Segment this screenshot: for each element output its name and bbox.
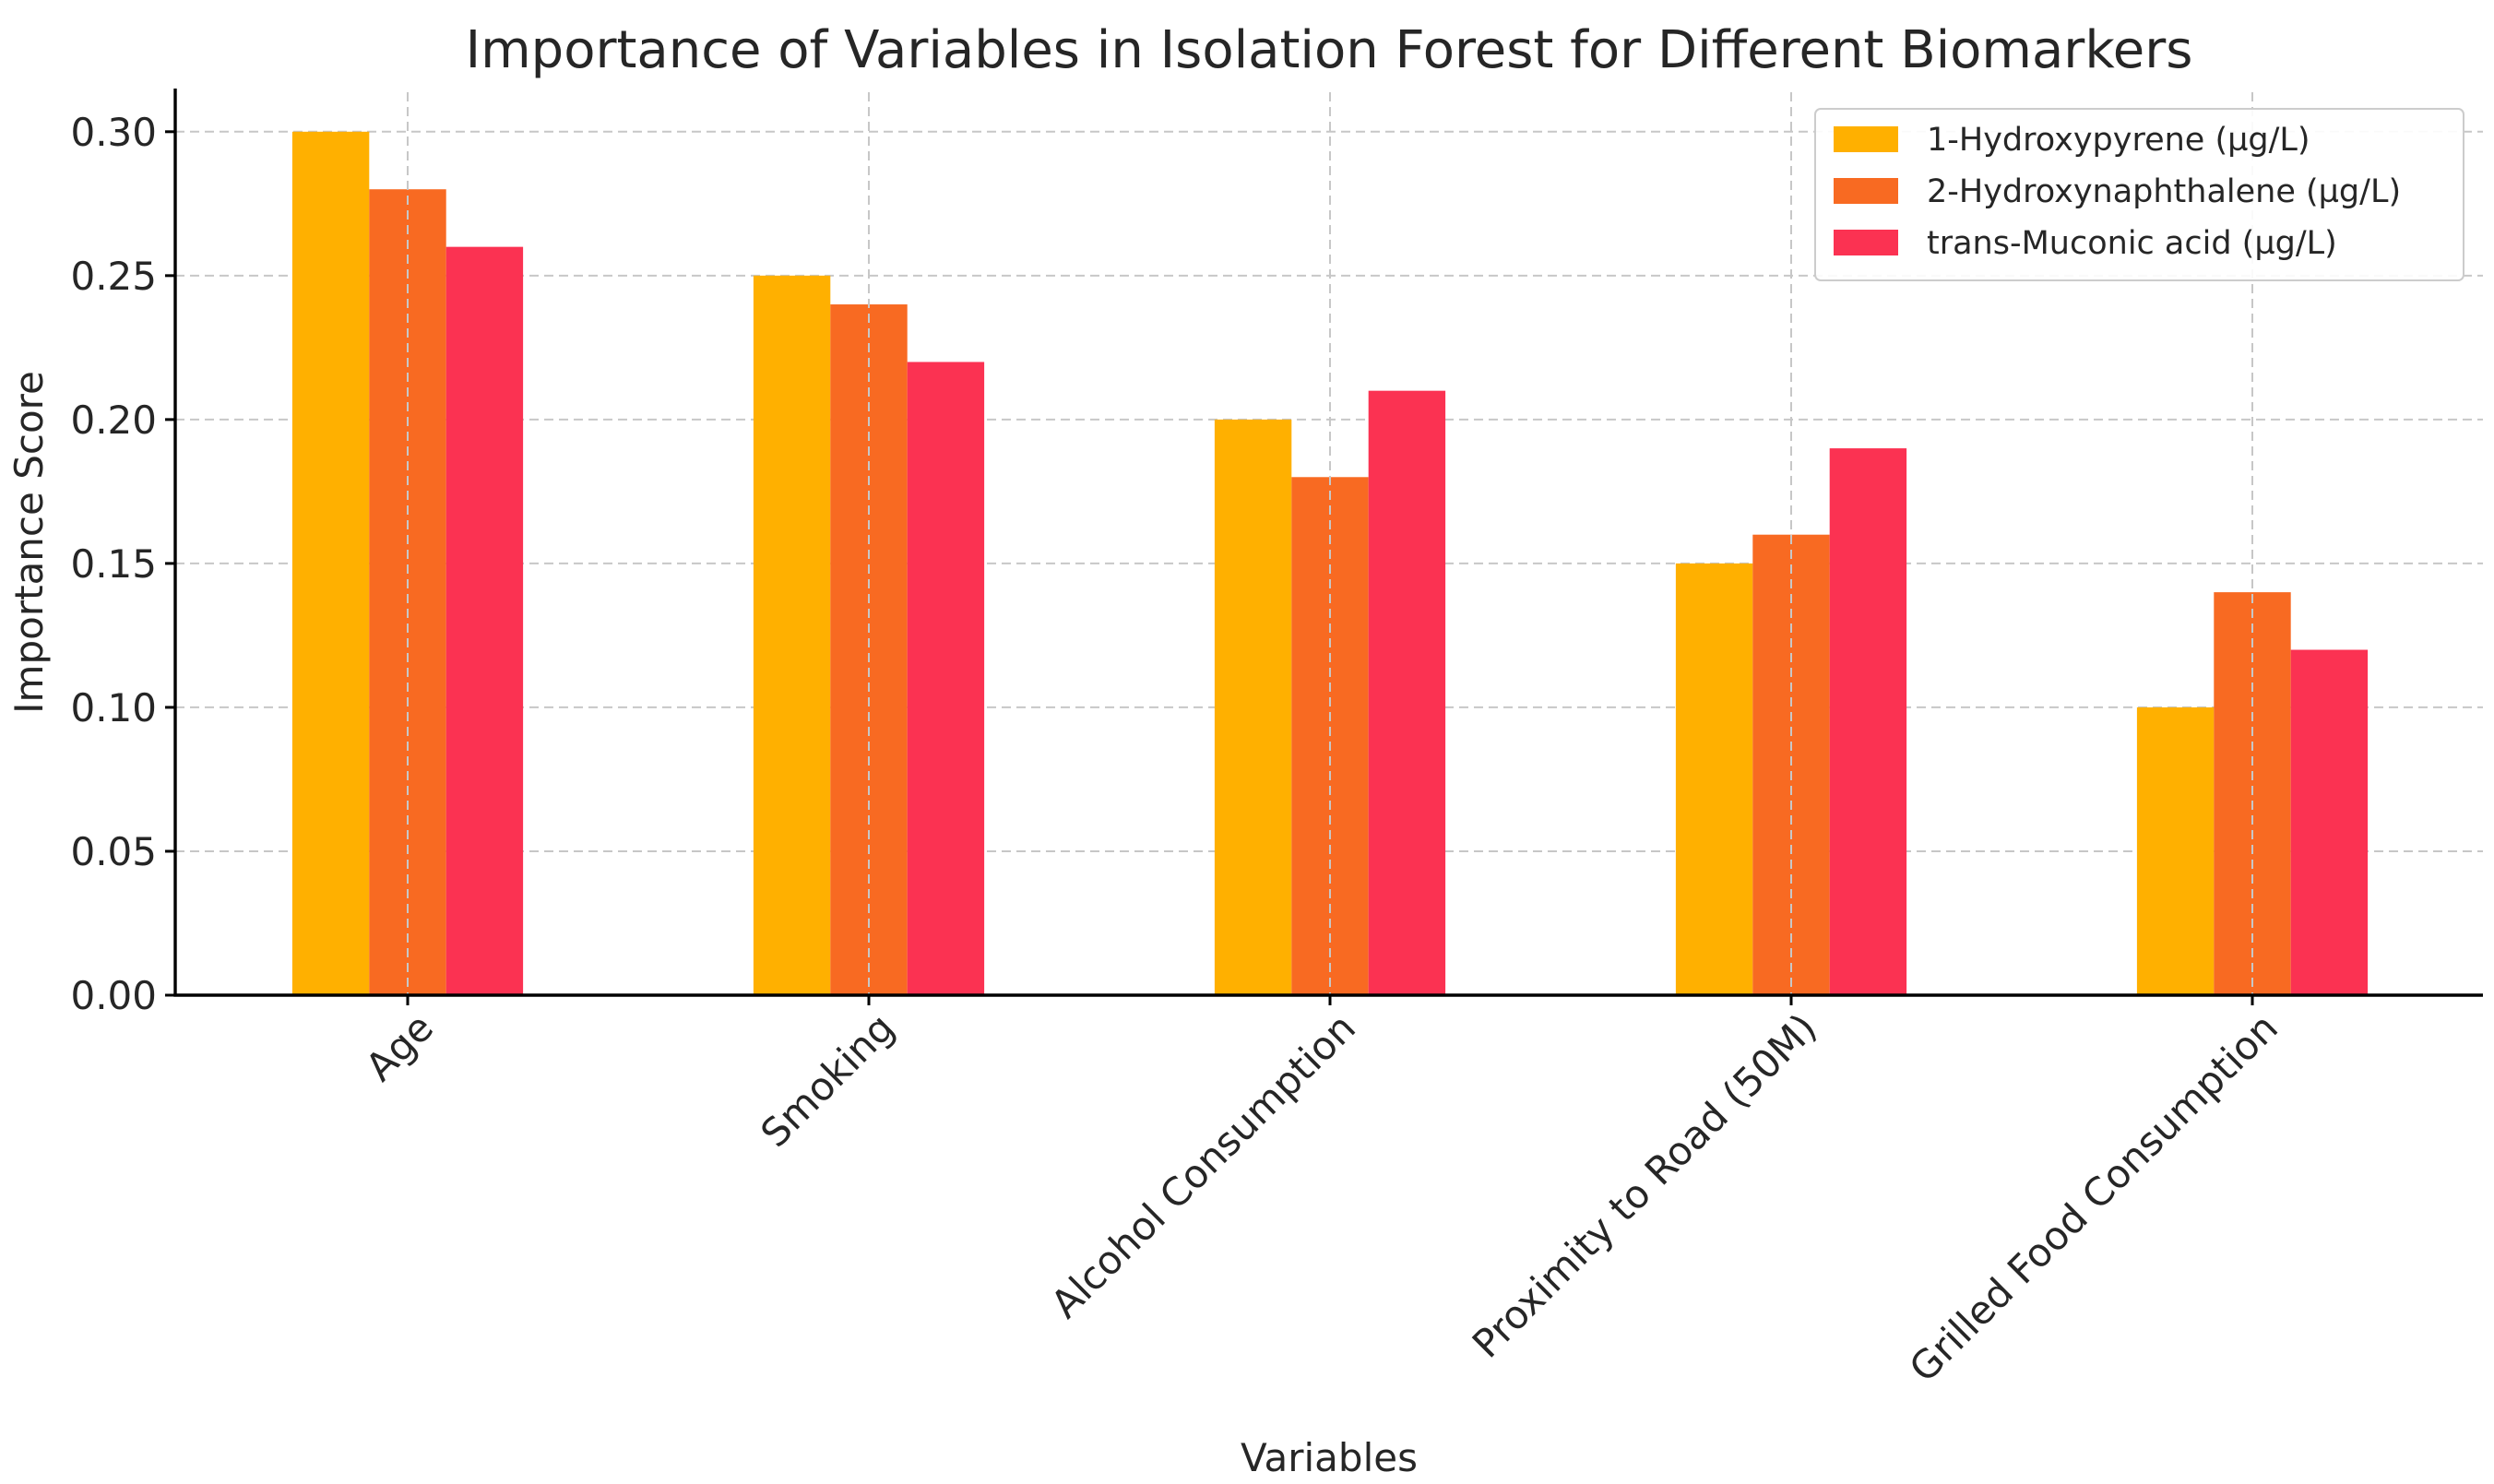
bars <box>291 92 2369 996</box>
legend-frame <box>1814 108 2464 281</box>
bar <box>753 275 831 995</box>
bar <box>2290 649 2369 995</box>
x-tick-label: Alcohol Consumption <box>1042 1004 1364 1326</box>
legend-swatch <box>1834 178 1898 204</box>
bar <box>1829 448 1907 996</box>
legend: 1-Hydroxypyrene (µg/L) 2-Hydroxynaphthale… <box>1814 108 2464 281</box>
y-tick-label: 0.25 <box>70 254 157 299</box>
bar <box>2136 706 2215 995</box>
y-tick-label: 0.15 <box>70 541 157 587</box>
bar <box>445 246 524 996</box>
y-tick-label: 0.10 <box>70 685 157 730</box>
legend-swatch <box>1834 126 1898 152</box>
x-tick-label: Smoking <box>752 1004 903 1156</box>
x-tick-label: Proximity to Road (50M) <box>1464 1004 1825 1366</box>
x-ticks: Age Smoking Alcohol Consumption Proximity t… <box>357 995 2286 1391</box>
legend-label: 2-Hydroxynaphthalene (µg/L) <box>1927 173 2401 210</box>
bar <box>291 131 370 996</box>
x-axis-label: Variables <box>1241 1435 1418 1480</box>
legend-label: trans-Muconic acid (µg/L) <box>1927 225 2337 262</box>
y-tick-label: 0.20 <box>70 398 157 443</box>
chart-title: Importance of Variables in Isolation For… <box>466 20 2193 80</box>
bar <box>369 189 446 995</box>
x-tick-label: Age <box>357 1004 442 1089</box>
y-tick-label: 0.30 <box>70 110 157 155</box>
bar <box>907 362 985 995</box>
bar <box>1214 419 1292 995</box>
axes <box>173 89 2483 997</box>
legend-swatch <box>1834 230 1898 255</box>
bar <box>1368 390 1446 996</box>
bar <box>1675 563 1753 995</box>
x-tick-label: Grilled Food Consumption <box>1901 1004 2287 1391</box>
y-tick-label: 0.00 <box>70 973 157 1018</box>
y-ticks: 0.00 0.05 0.10 0.15 0.20 0.25 0.30 <box>70 110 175 1018</box>
legend-label: 1-Hydroxypyrene (µg/L) <box>1927 122 2310 159</box>
y-axis-label: Importance Score <box>6 371 52 714</box>
y-tick-label: 0.05 <box>70 829 157 874</box>
